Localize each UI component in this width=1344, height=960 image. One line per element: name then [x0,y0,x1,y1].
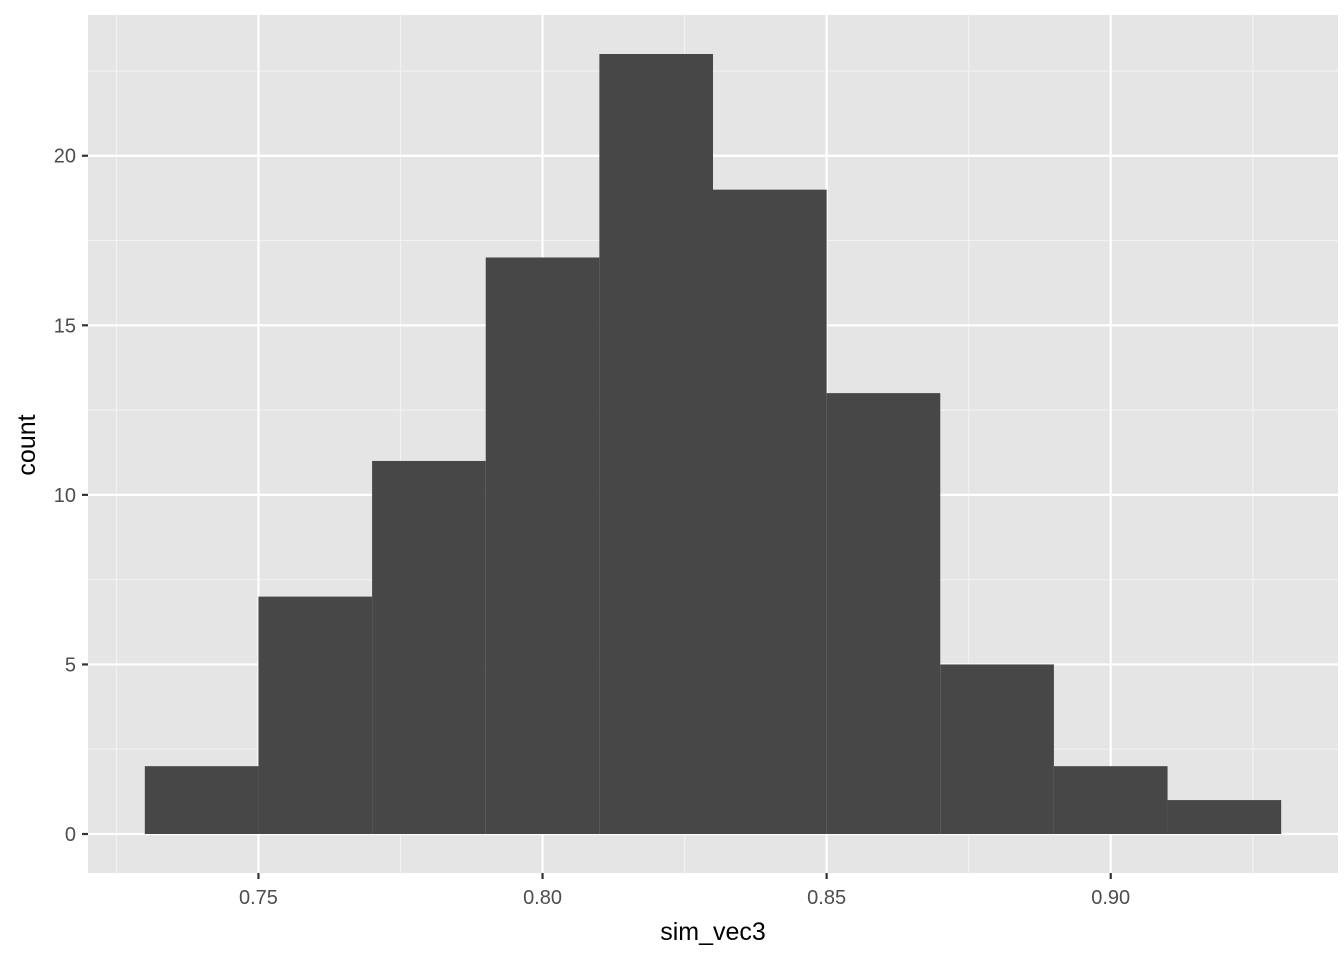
histogram-bar [258,596,373,834]
y-tick-label: 0 [65,824,76,846]
y-axis: 0 5 10 15 20 [54,146,88,846]
histogram-bar [940,664,1054,834]
histogram-bar [1167,800,1282,834]
x-tick-label: 0.80 [523,887,562,909]
histogram-bar [1053,766,1168,834]
y-tick-label: 10 [54,485,76,507]
histogram-bar [372,460,486,834]
y-tick-label: 15 [54,315,76,337]
x-axis-title: sim_vec3 [660,918,766,946]
histogram-bar [826,393,941,834]
y-axis-title: count [13,414,41,475]
histogram-bars [144,54,1282,835]
x-tick-label: 0.75 [239,887,278,909]
x-tick-label: 0.90 [1091,887,1130,909]
x-axis: 0.75 0.80 0.85 0.90 [239,873,1130,909]
histogram-bar [713,189,827,835]
histogram-bar [144,766,259,834]
y-tick-label: 20 [54,146,76,168]
x-tick-label: 0.85 [807,887,846,909]
y-tick-label: 5 [65,654,76,676]
histogram-bar [599,54,713,834]
histogram-bar [485,257,600,834]
